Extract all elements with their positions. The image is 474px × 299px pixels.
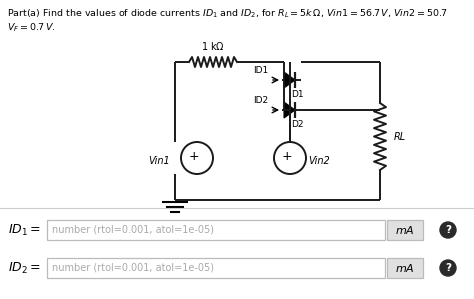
- Text: number (rtol=0.001, atol=1e-05): number (rtol=0.001, atol=1e-05): [52, 263, 214, 273]
- Text: 1 k$\Omega$: 1 k$\Omega$: [201, 40, 225, 52]
- Text: $mA$: $mA$: [395, 224, 415, 236]
- Text: $ID_1 =$: $ID_1 =$: [8, 222, 41, 237]
- Circle shape: [440, 260, 456, 276]
- FancyBboxPatch shape: [47, 220, 385, 240]
- FancyBboxPatch shape: [387, 220, 423, 240]
- Text: D2: D2: [291, 120, 303, 129]
- Text: $V_F = 0.7\,V$.: $V_F = 0.7\,V$.: [7, 21, 55, 33]
- Polygon shape: [284, 72, 295, 88]
- Text: $ID_2 =$: $ID_2 =$: [8, 260, 41, 276]
- Text: $mA$: $mA$: [395, 262, 415, 274]
- Polygon shape: [284, 102, 295, 118]
- Text: ?: ?: [445, 263, 451, 273]
- Text: D1: D1: [291, 90, 303, 99]
- Text: ?: ?: [445, 225, 451, 235]
- Text: ID1: ID1: [253, 66, 268, 75]
- Text: Part(a) Find the values of diode currents $ID_1$ and $ID_2$, for $R_L = 5k\,\Ome: Part(a) Find the values of diode current…: [7, 7, 448, 19]
- Text: +: +: [282, 150, 292, 164]
- Text: Vin2: Vin2: [308, 156, 330, 166]
- Text: Vin1: Vin1: [148, 156, 170, 166]
- Text: +: +: [189, 150, 199, 164]
- Text: number (rtol=0.001, atol=1e-05): number (rtol=0.001, atol=1e-05): [52, 225, 214, 235]
- Circle shape: [440, 222, 456, 238]
- FancyBboxPatch shape: [387, 258, 423, 278]
- Text: RL: RL: [394, 132, 406, 141]
- Text: ID2: ID2: [253, 96, 268, 105]
- FancyBboxPatch shape: [47, 258, 385, 278]
